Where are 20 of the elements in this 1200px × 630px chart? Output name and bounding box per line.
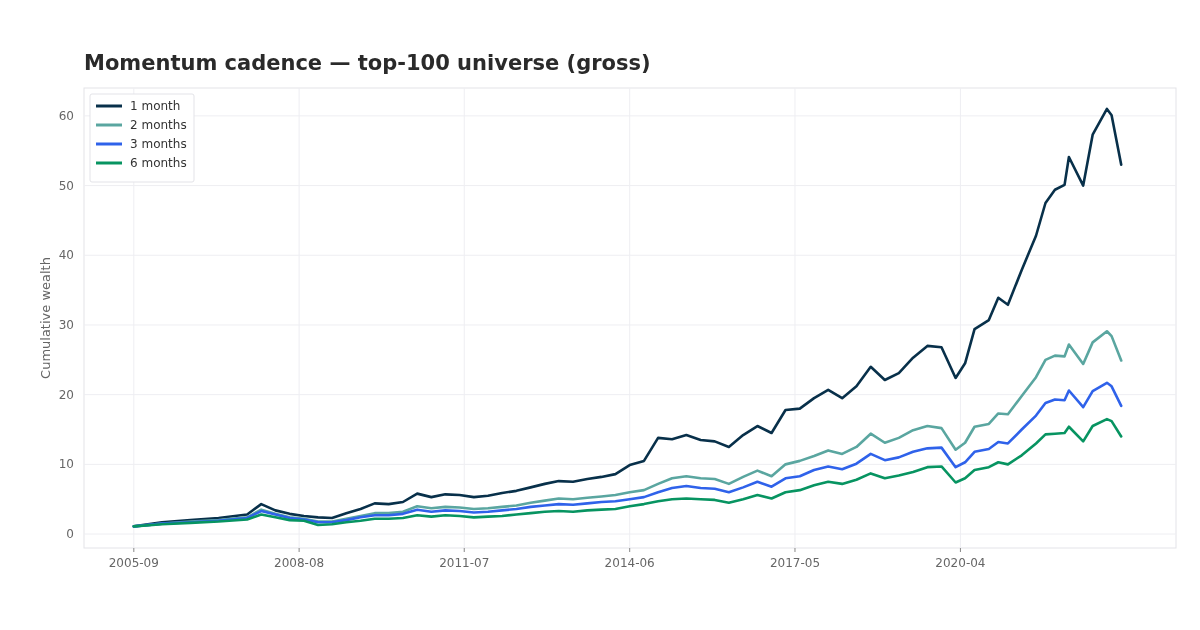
x-tick-label: 2014-06 <box>604 556 655 570</box>
legend-label: 6 months <box>130 156 187 170</box>
x-tick-label: 2011-07 <box>439 556 490 570</box>
chart-title: Momentum cadence — top-100 universe (gross) <box>84 51 651 75</box>
legend-label: 3 months <box>130 137 187 151</box>
y-tick-label: 40 <box>58 248 74 263</box>
y-tick-label: 0 <box>66 527 74 542</box>
legend-label: 2 months <box>130 118 187 132</box>
x-tick-label: 2008-08 <box>274 556 325 570</box>
y-tick-label: 50 <box>58 178 74 193</box>
x-tick-label: 2020-04 <box>935 556 986 570</box>
y-tick-label: 30 <box>58 317 74 332</box>
x-tick-label: 2017-05 <box>769 556 821 570</box>
y-tick-label: 60 <box>58 108 74 123</box>
line-series <box>132 417 1123 528</box>
y-tick-label: 10 <box>58 457 74 472</box>
y-axis-title: Cumulative wealth <box>38 257 53 379</box>
legend-label: 1 month <box>130 99 181 113</box>
y-tick-label: 20 <box>58 387 74 402</box>
x-tick-label: 2005-09 <box>108 556 159 570</box>
